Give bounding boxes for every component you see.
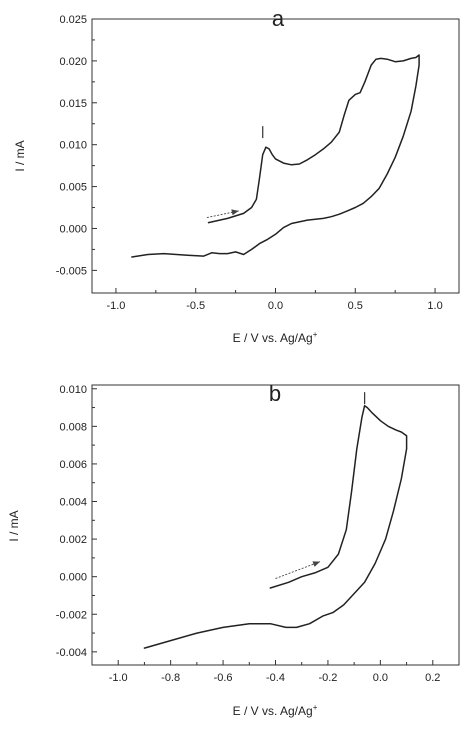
x-tick-label: -1.0 xyxy=(109,672,128,684)
cv-curve-b xyxy=(143,404,408,649)
plot-frame-b xyxy=(91,384,460,666)
y-tick-label: 0.020 xyxy=(59,56,87,68)
scan-arrow-b xyxy=(275,561,321,579)
x-axis-label-main-a: E / V vs. Ag/Ag xyxy=(233,331,313,345)
y-tick-label: 0.000 xyxy=(59,223,87,235)
scan-arrow-line xyxy=(206,210,239,219)
x-tick-label: 0.0 xyxy=(268,300,283,312)
y-tick-label: 0.008 xyxy=(59,421,87,433)
chart-panel-a: -0.005 0.000 0.005 0.010 0.015 0.020 0.025 -1.… xyxy=(13,6,460,345)
chart-panel-b: -0.004 -0.002 0.000 0.002 0.004 0.006 0.008 0.0… xyxy=(7,381,460,718)
scan-arrow-a xyxy=(206,209,239,219)
x-tick-label: -0.4 xyxy=(266,672,285,684)
x-tick-label: 1.0 xyxy=(427,300,442,312)
y-tick-label: -0.002 xyxy=(56,609,87,621)
y-tick-label: -0.004 xyxy=(56,647,87,659)
x-tick-label: -1.0 xyxy=(106,300,125,312)
y-tick-label: 0.004 xyxy=(59,497,87,509)
x-axis-label-a: E / V vs. Ag/Ag+ xyxy=(233,330,318,345)
scan-arrow-line xyxy=(275,561,321,579)
x-tick-label: 0.0 xyxy=(373,672,388,684)
x-tick-label: -0.5 xyxy=(186,300,205,312)
y-tick-label: 0.010 xyxy=(59,140,87,152)
y-axis-label-b: I / mA xyxy=(7,510,21,541)
y-tick-label: 0.005 xyxy=(59,182,87,194)
y-axis-b: -0.004 -0.002 0.000 0.002 0.004 0.006 0.008 0.0… xyxy=(56,384,97,659)
y-tick-label: 0.015 xyxy=(59,98,87,110)
x-axis-b: -1.0 -0.8 -0.6 -0.4 -0.2 0.0 0.2 xyxy=(109,660,440,684)
y-tick-label: -0.005 xyxy=(56,265,87,277)
x-axis-label-main-b: E / V vs. Ag/Ag xyxy=(233,704,313,718)
scan-arrow-head xyxy=(231,209,239,216)
y-tick-label: 0.000 xyxy=(59,572,87,584)
y-tick-label: 0.010 xyxy=(59,384,87,396)
panel-label-a: a xyxy=(272,6,285,31)
x-axis-label-sup-a: + xyxy=(313,330,318,339)
scan-arrow-head xyxy=(312,561,321,567)
y-tick-label: 0.002 xyxy=(59,534,87,546)
x-axis-a: -1.0 -0.5 0.0 0.5 1.0 xyxy=(106,288,443,312)
x-tick-label: -0.8 xyxy=(161,672,180,684)
y-axis-label-a: I / mA xyxy=(13,140,27,171)
x-tick-label: 0.2 xyxy=(425,672,440,684)
x-tick-label: -0.6 xyxy=(214,672,233,684)
cv-curve-a xyxy=(131,54,420,258)
x-axis-label-sup-b: + xyxy=(313,703,318,712)
y-tick-label: 0.025 xyxy=(59,14,87,26)
x-tick-label: 0.5 xyxy=(348,300,363,312)
y-axis-a: -0.005 0.000 0.005 0.010 0.015 0.020 0.025 xyxy=(56,14,97,277)
panel-label-b: b xyxy=(269,381,281,406)
y-tick-label: 0.006 xyxy=(59,459,87,471)
x-axis-label-b: E / V vs. Ag/Ag+ xyxy=(233,703,318,718)
x-tick-label: -0.2 xyxy=(318,672,337,684)
